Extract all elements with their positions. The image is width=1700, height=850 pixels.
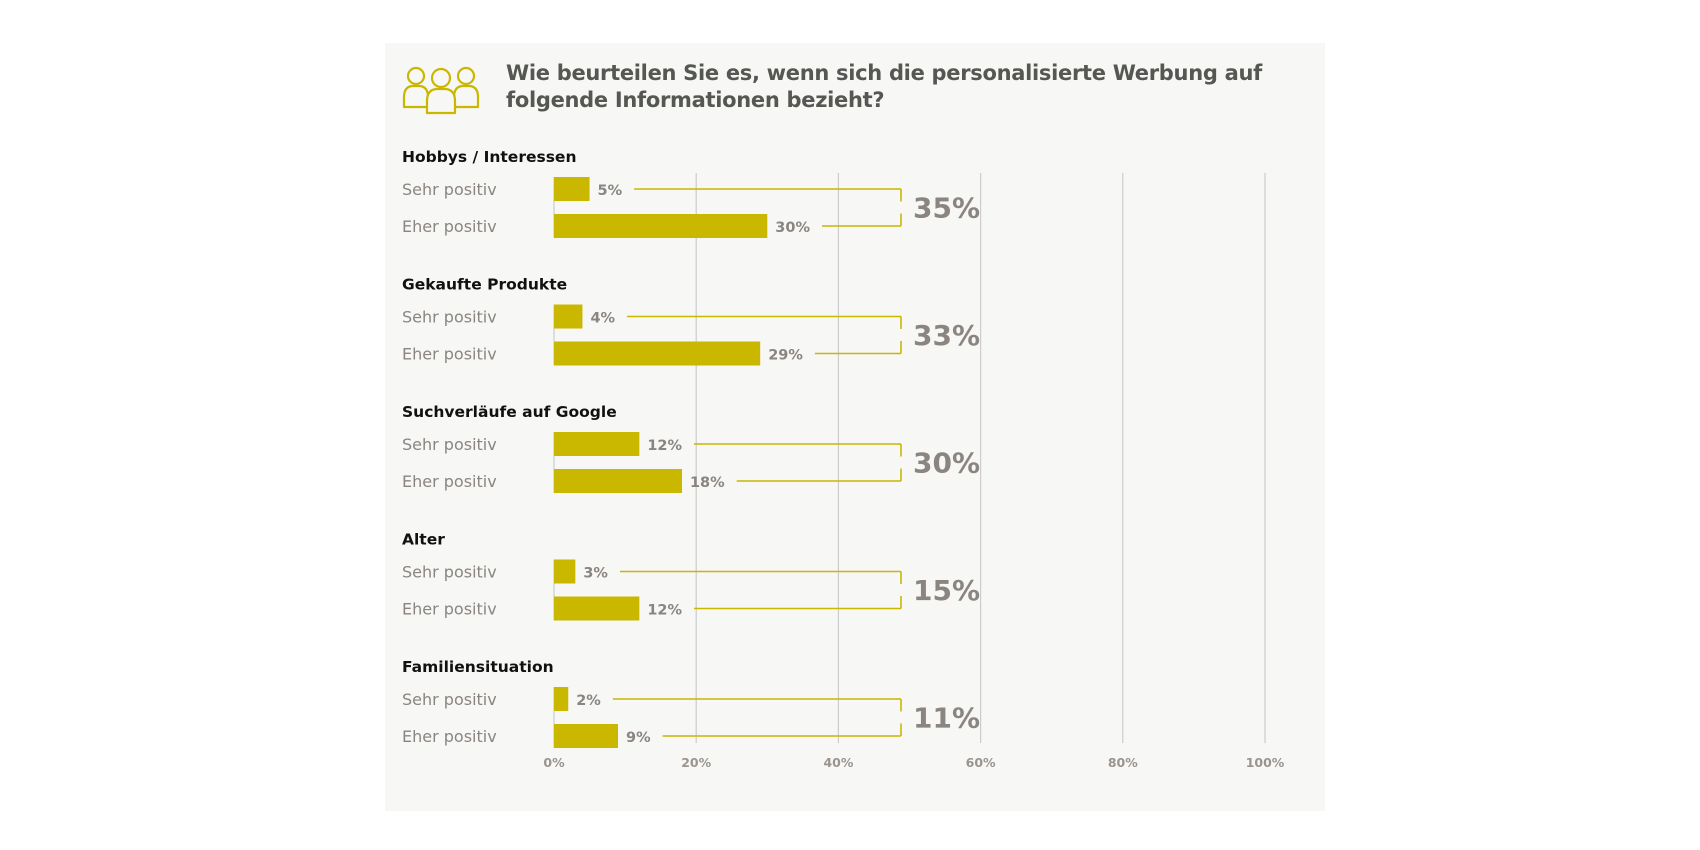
bar: [554, 177, 590, 201]
group-title: Suchverläufe auf Google: [402, 403, 617, 421]
total-label: 33%: [913, 319, 980, 352]
bar: [554, 724, 618, 748]
group-title: Hobbys / Interessen: [402, 148, 576, 166]
bar: [554, 304, 583, 329]
total-label: 35%: [913, 192, 980, 225]
row-label: Eher positiv: [402, 472, 497, 491]
row-label: Sehr positiv: [402, 563, 497, 582]
row-label: Sehr positiv: [402, 435, 497, 454]
x-tick-label: 60%: [966, 755, 996, 770]
bar-chart: 0% 20% 40% 60% 80% 100% Hobbys / Interessen Seh…: [402, 148, 1285, 770]
bar: [554, 687, 569, 711]
value-label: 12%: [647, 438, 682, 454]
group-title: Gekaufte Produkte: [402, 276, 567, 294]
x-tick-label: 20%: [681, 755, 711, 770]
row-label: Sehr positiv: [402, 308, 497, 327]
value-label: 30%: [775, 220, 810, 236]
bar: [554, 469, 682, 493]
row-label: Eher positiv: [402, 600, 497, 619]
x-tick-label: 100%: [1246, 755, 1285, 770]
bar: [554, 596, 640, 621]
row-label: Eher positiv: [402, 217, 497, 236]
total-label: 30%: [913, 447, 980, 480]
x-tick-label: 80%: [1108, 755, 1138, 770]
value-label: 3%: [583, 566, 608, 582]
row-label: Sehr positiv: [402, 690, 497, 709]
people-group-icon: [402, 66, 480, 115]
x-tick-label: 40%: [823, 755, 853, 770]
group-title: Familiensituation: [402, 658, 554, 676]
value-label: 29%: [768, 348, 803, 364]
value-label: 9%: [626, 730, 651, 746]
x-tick-label: 0%: [543, 755, 565, 770]
value-label: 5%: [598, 183, 623, 199]
total-label: 11%: [913, 702, 980, 735]
bar: [554, 214, 768, 238]
value-label: 2%: [576, 693, 601, 709]
total-label: 15%: [913, 574, 980, 607]
group-title: Alter: [402, 531, 445, 549]
bar: [554, 341, 761, 366]
bar: [554, 432, 640, 456]
row-label: Eher positiv: [402, 727, 497, 746]
value-label: 12%: [647, 603, 682, 619]
bar: [554, 559, 576, 584]
value-label: 18%: [690, 475, 725, 491]
value-label: 4%: [590, 311, 615, 327]
chart-title: Wie beurteilen Sie es, wenn sich die per…: [506, 61, 1262, 112]
row-label: Sehr positiv: [402, 180, 497, 199]
row-label: Eher positiv: [402, 345, 497, 364]
chart-card: Wie beurteilen Sie es, wenn sich die per…: [385, 43, 1325, 811]
